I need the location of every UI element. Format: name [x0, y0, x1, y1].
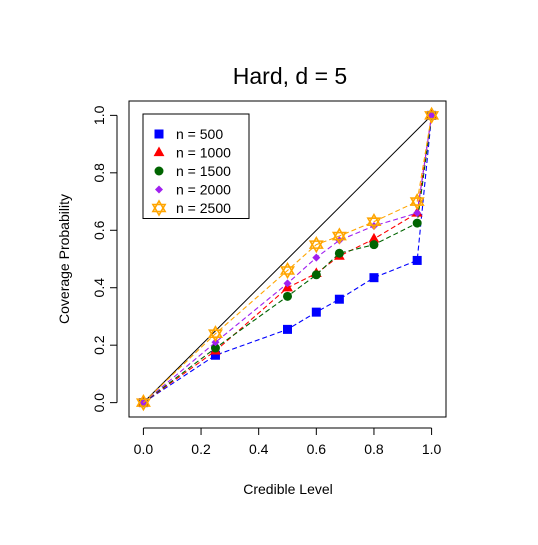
x-tick-label: 0.2: [191, 441, 211, 457]
data-point: [210, 350, 220, 360]
data-point: [135, 394, 151, 412]
series-line: [143, 115, 433, 404]
data-point: [369, 240, 379, 250]
series-line: [143, 115, 433, 404]
data-point: [366, 213, 382, 231]
y-tick-label: 0.8: [91, 163, 107, 183]
legend-item: n = 2500: [151, 199, 231, 217]
legend-marker: [153, 146, 165, 157]
legend-marker: [151, 199, 167, 217]
data-point: [211, 338, 220, 347]
x-axis-label: Credible Level: [243, 481, 333, 497]
data-point: [334, 248, 344, 258]
legend: n = 500 n = 1000 n = 1500 n = 2000 n = 2500: [142, 113, 250, 219]
data-point: [283, 279, 292, 288]
legend-marker: [154, 129, 164, 139]
data-point: [308, 236, 324, 254]
data-point: [283, 324, 292, 334]
legend-item: n = 1500: [154, 163, 231, 179]
data-point: [334, 294, 344, 304]
data-point: [312, 253, 321, 262]
legend-marker: [155, 185, 163, 194]
data-point: [369, 273, 379, 283]
legend-label: n = 2000: [176, 182, 231, 198]
x-tick-label: 0.6: [307, 441, 327, 457]
reference-diagonal-line: [143, 115, 432, 403]
legend-label: n = 500: [176, 126, 223, 142]
data-point: [424, 106, 440, 124]
y-axis-label: Coverage Probability: [56, 194, 72, 324]
data-point: [409, 192, 425, 211]
legend-label: n = 1000: [176, 145, 231, 161]
series-4: [139, 111, 436, 407]
x-tick-label: 0.8: [364, 441, 384, 457]
y-axis: 0.0 0.2 0.4 0.6 0.8 1.0: [91, 105, 118, 413]
series-line: [143, 115, 433, 404]
legend-label: n = 2500: [176, 200, 231, 216]
legend-item: n = 2000: [155, 182, 231, 198]
data-point: [210, 343, 220, 353]
data-point: [280, 261, 295, 280]
y-tick-label: 0.4: [91, 278, 107, 298]
data-point: [331, 227, 347, 245]
series-layer: [135, 106, 440, 412]
legend-label: n = 1500: [176, 163, 231, 179]
data-point: [412, 255, 422, 265]
x-axis: 0.0 0.2 0.4 0.6 0.8 1.0: [134, 427, 442, 457]
y-tick-label: 0.0: [91, 393, 107, 413]
data-point: [311, 307, 321, 317]
series-line: [143, 115, 433, 404]
legend-marker: [154, 166, 164, 176]
x-tick-label: 0.4: [249, 441, 269, 457]
data-point: [311, 270, 321, 280]
legend-item: n = 1000: [153, 145, 231, 161]
data-point: [412, 218, 422, 228]
chart-title: Hard, d = 5: [233, 63, 347, 89]
series-5: [135, 106, 440, 412]
data-point: [207, 325, 223, 343]
y-tick-label: 1.0: [91, 105, 107, 125]
y-tick-label: 0.6: [91, 220, 107, 240]
x-tick-label: 0.0: [134, 441, 154, 457]
series-line: [143, 115, 433, 404]
x-tick-label: 1.0: [422, 441, 442, 457]
y-tick-label: 0.2: [91, 335, 107, 355]
data-point: [413, 209, 422, 218]
data-point: [283, 291, 292, 301]
data-point: [368, 232, 380, 243]
plot-frame: [128, 100, 447, 418]
legend-item: n = 500: [154, 126, 223, 142]
